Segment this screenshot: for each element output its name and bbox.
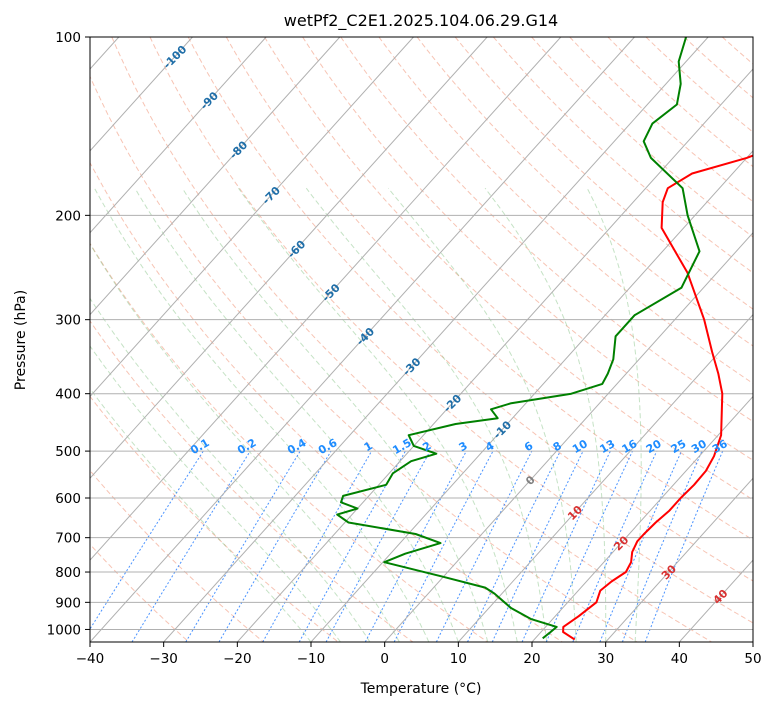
- mixing-ratio-line: [298, 450, 406, 642]
- moist-adiabat: [90, 242, 400, 642]
- mixing-ratio-line: [545, 450, 633, 642]
- dry-adiabat: [761, 37, 775, 642]
- mixing-ratio-line: [435, 450, 533, 642]
- background-lines: [90, 37, 775, 642]
- y-tick-label: 700: [55, 531, 81, 547]
- isotherm-20: [531, 395, 753, 642]
- y-tick-label: 500: [55, 444, 81, 460]
- y-tick-label: 600: [55, 491, 81, 507]
- isotherm--80: [90, 37, 341, 316]
- isotherm--90: [90, 37, 267, 234]
- isotherm--20: [236, 68, 753, 642]
- moist-adiabat: [90, 387, 312, 642]
- moist-adiabat: [90, 345, 341, 642]
- y-tick-label: 400: [55, 387, 81, 403]
- dry-adiabat: [149, 37, 753, 624]
- x-tick-label: 20: [523, 651, 540, 667]
- isotherm--100: [90, 37, 193, 152]
- mixing-ratio-line: [599, 450, 682, 642]
- dry-adiabat: [378, 37, 753, 385]
- x-tick-label: 0: [380, 651, 389, 667]
- mixing-ratio-line: [364, 450, 467, 642]
- moist-adiabat: [94, 187, 430, 642]
- series-group: [336, 37, 753, 641]
- moist-adiabat: [305, 187, 548, 642]
- isotherm--60: [90, 37, 488, 480]
- moist-adiabat: [387, 187, 577, 642]
- dry-adiabat: [90, 242, 488, 642]
- moist-adiabat: [484, 187, 607, 642]
- mixing-ratio-line: [644, 450, 724, 642]
- mixing-ratio-line: [393, 450, 494, 642]
- isotherm-0: [384, 231, 753, 642]
- dry-adiabat: [90, 543, 190, 642]
- moist-adiabat: [90, 297, 371, 642]
- chart-title: wetPf2_C2E1.2025.104.06.29.G14: [284, 11, 558, 31]
- x-tick-label: −10: [297, 651, 326, 667]
- dewpoint-profile: [336, 37, 701, 640]
- isotherm--10: [310, 150, 753, 642]
- mixing-ratio-line: [325, 450, 431, 642]
- mixing-ratio-line: [90, 450, 204, 630]
- x-tick-label: −40: [76, 651, 105, 667]
- y-tick-label: 200: [55, 208, 81, 224]
- moist-adiabat: [586, 187, 642, 642]
- y-axis-label: Pressure (hPa): [13, 290, 29, 390]
- y-tick-label: 100: [55, 30, 81, 46]
- plot-background: [90, 37, 753, 642]
- dry-adiabat: [340, 37, 753, 423]
- y-tick-label: 1000: [47, 622, 81, 638]
- x-tick-label: −20: [223, 651, 252, 667]
- isotherm--70: [90, 37, 414, 398]
- mixing-ratio-line: [572, 450, 658, 642]
- isotherm-10: [457, 313, 753, 642]
- dry-adiabat: [302, 37, 753, 461]
- y-tick-label: 300: [55, 313, 81, 329]
- moist-adiabat: [181, 187, 489, 642]
- y-tick-label: 900: [55, 595, 81, 611]
- y-axis: 100 200 300 400 500 600 700 800 900 1000: [47, 30, 90, 638]
- isotherm--50: [90, 37, 562, 561]
- isotherm--40: [90, 37, 635, 642]
- dry-adiabat: [90, 469, 264, 642]
- dry-adiabat: [264, 37, 753, 501]
- dry-adiabat: [90, 75, 638, 642]
- x-tick-label: 50: [744, 651, 761, 667]
- dry-adiabat: [416, 37, 753, 347]
- x-axis: −40 −30 −20 −10 0 10 20 30 40 50: [76, 642, 762, 667]
- moist-adiabat: [134, 187, 459, 642]
- x-tick-label: −30: [149, 651, 178, 667]
- y-tick-label: 800: [55, 565, 81, 581]
- x-axis-label: Temperature (°C): [360, 681, 482, 697]
- mixing-ratio-line: [621, 450, 703, 642]
- isotherm-30: [605, 477, 753, 642]
- moist-adiabat: [238, 187, 518, 642]
- temperature-profile: [562, 154, 753, 641]
- isotherm--30: [163, 37, 709, 642]
- isotherm-50: [752, 641, 753, 642]
- mixing-ratio-line: [491, 450, 584, 642]
- plot-frame: [89, 36, 754, 643]
- x-tick-label: 10: [450, 651, 467, 667]
- x-tick-label: 40: [671, 651, 688, 667]
- x-tick-label: 30: [597, 651, 614, 667]
